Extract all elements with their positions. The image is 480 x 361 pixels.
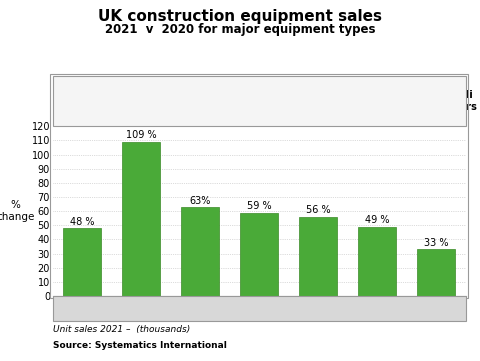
Text: Others: Others <box>178 96 215 106</box>
Text: 59 %: 59 % <box>247 201 272 211</box>
Text: 1.2: 1.2 <box>375 304 393 314</box>
Text: 48 %: 48 % <box>70 217 95 227</box>
Text: 2.6: 2.6 <box>188 304 205 314</box>
Bar <box>358 227 396 296</box>
Y-axis label: %
change: % change <box>0 200 35 222</box>
Text: Telehandlers
(Construction): Telehandlers (Construction) <box>94 90 174 112</box>
Text: 36.2: 36.2 <box>59 304 84 314</box>
Text: Wheeled
Loaders: Wheeled Loaders <box>360 90 408 112</box>
Bar <box>122 142 160 296</box>
Text: Source: Systematics International: Source: Systematics International <box>53 341 227 350</box>
Text: 33 %: 33 % <box>424 238 448 248</box>
Bar <box>417 249 455 296</box>
Bar <box>240 213 278 296</box>
Text: 49 %: 49 % <box>365 215 389 225</box>
Text: 5.1: 5.1 <box>125 304 143 314</box>
Bar <box>299 217 337 296</box>
Text: TOTAL: TOTAL <box>54 96 89 106</box>
Text: Mini/Midi
Excavators: Mini/Midi Excavators <box>417 90 477 112</box>
Text: 19.7: 19.7 <box>434 304 459 314</box>
Text: Crawler
Excavators: Crawler Excavators <box>229 90 289 112</box>
Text: Road
Rollers: Road Rollers <box>302 90 341 112</box>
Text: 109 %: 109 % <box>126 130 156 140</box>
Text: 56 %: 56 % <box>306 205 331 216</box>
Text: Unit sales 2021 –  (thousands): Unit sales 2021 – (thousands) <box>53 325 190 334</box>
Text: 2021  v  2020 for major equipment types: 2021 v 2020 for major equipment types <box>105 23 375 36</box>
Text: 6.3: 6.3 <box>251 304 268 314</box>
Bar <box>63 228 101 296</box>
Text: 63%: 63% <box>190 196 211 205</box>
Text: 1.3: 1.3 <box>313 304 331 314</box>
Bar <box>181 207 219 296</box>
Text: UK construction equipment sales: UK construction equipment sales <box>98 9 382 24</box>
